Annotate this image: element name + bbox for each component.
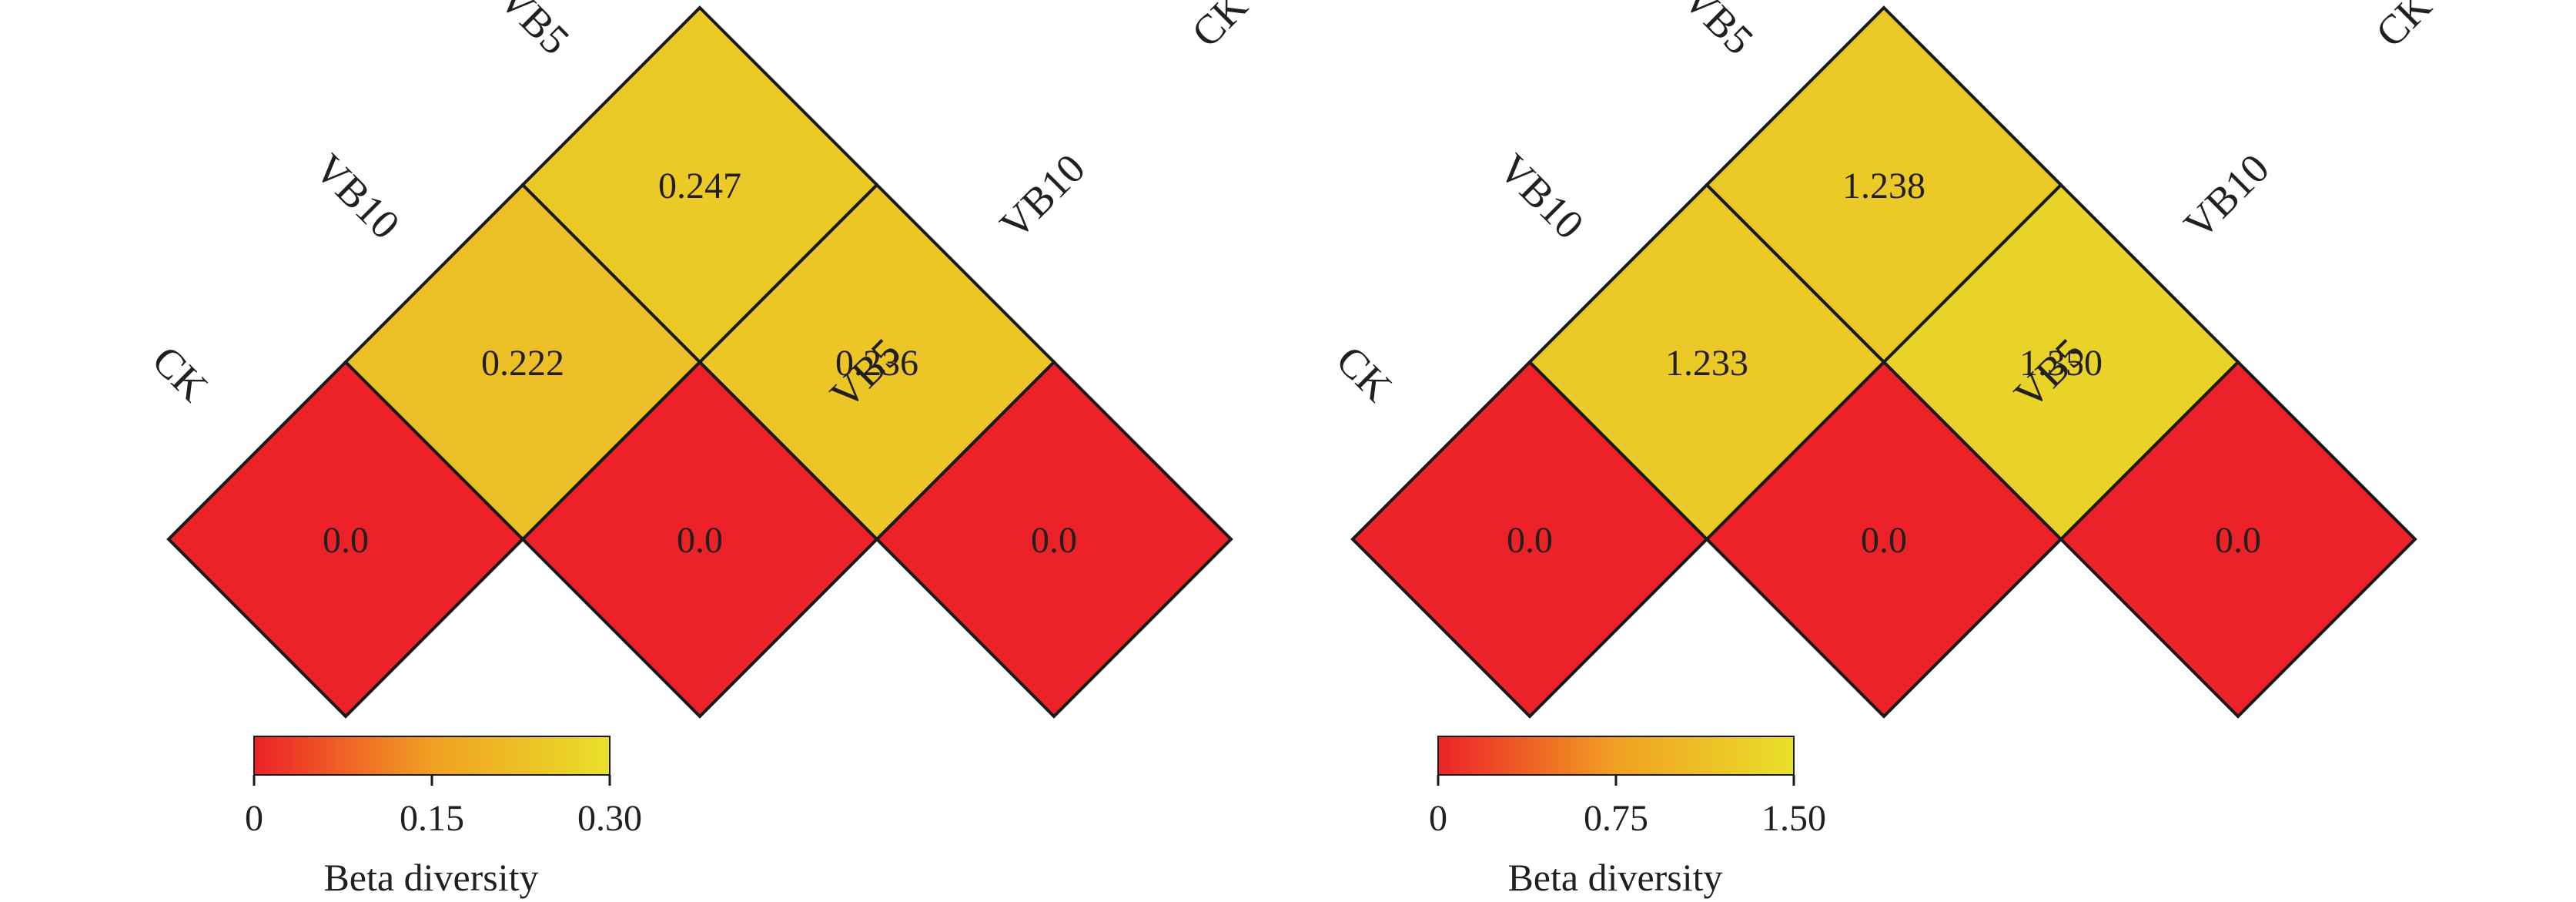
colorbar-gradient <box>1438 736 1794 775</box>
heatmap-cell <box>520 5 879 364</box>
left-axis-label: VB10 <box>306 145 409 248</box>
cell-value-label: 1.350 <box>2019 343 2103 384</box>
colorbar-title: Beta diversity <box>323 856 538 899</box>
heatmap-panel-left: 0.0 0.0 0.0 0.222 0.236 0.247 CK VB10 VB5 CK VB10… <box>143 0 1256 899</box>
cell-value-label: 0.247 <box>658 166 741 206</box>
colorbar-tick-label: 0.15 <box>400 798 464 839</box>
cell-value-label: 0.0 <box>2215 520 2261 561</box>
colorbar-tick-label: 0 <box>1429 798 1447 839</box>
heatmap-cell <box>1705 5 2063 364</box>
colorbar-title: Beta diversity <box>1507 856 1722 899</box>
left-axis-label: CK <box>1327 337 1400 410</box>
colorbar-tick-label: 0 <box>245 798 263 839</box>
colorbar-tick-label: 1.50 <box>1761 798 1826 839</box>
cell-value-label: 1.233 <box>1665 343 1748 384</box>
cell-value-label: 0.0 <box>323 520 369 561</box>
cell-value-label: 0.236 <box>835 343 918 384</box>
right-axis-label: CK <box>2367 0 2440 56</box>
cell-value-label: 0.0 <box>677 520 723 561</box>
heatmap-panel-right: 0.0 0.0 0.0 1.233 1.350 1.238 CK VB10 VB5 CK VB10… <box>1327 0 2440 899</box>
right-axis-label: VB10 <box>991 145 1094 248</box>
colorbar-tick-label: 0.75 <box>1584 798 1648 839</box>
cell-value-label: 1.238 <box>1842 166 1925 206</box>
left-axis-label: VB5 <box>1674 0 1763 63</box>
left-axis-label: CK <box>143 337 216 410</box>
colorbar: Beta diversity 0 0.75 1.50 <box>1429 736 1826 899</box>
left-axis-label: VB10 <box>1490 145 1593 248</box>
colorbar-tick-label: 0.30 <box>577 798 642 839</box>
cells-layer: 0.0 0.0 0.0 1.233 1.350 1.238 <box>1350 5 2417 719</box>
right-axis-label: VB10 <box>2175 145 2278 248</box>
colorbar: Beta diversity 0 0.15 0.30 <box>245 736 642 899</box>
cell-value-label: 0.0 <box>1861 520 1907 561</box>
colorbar-gradient <box>254 736 610 775</box>
cell-value-label: 0.222 <box>481 343 564 384</box>
cell-value-label: 0.0 <box>1031 520 1077 561</box>
cell-value-label: 0.0 <box>1507 520 1553 561</box>
right-axis-label: CK <box>1183 0 1256 56</box>
cells-layer: 0.0 0.0 0.0 0.222 0.236 0.247 <box>166 5 1233 719</box>
left-axis-label: VB5 <box>490 0 579 63</box>
